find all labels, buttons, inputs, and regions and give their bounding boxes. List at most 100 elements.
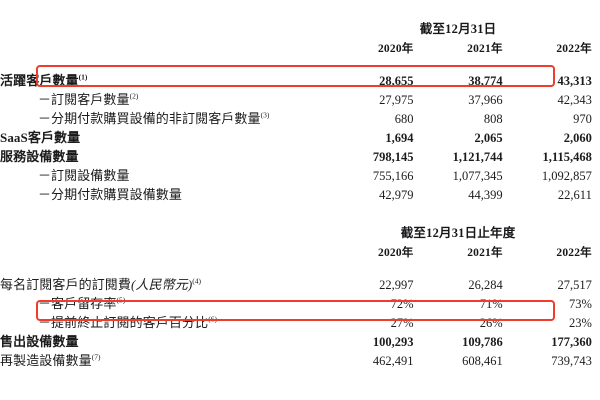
table-row-devices-sold: 售出設備數量 100,293 109,786 177,360 xyxy=(0,331,600,350)
row-label-serviced-devices: 服務設備數量 xyxy=(0,146,324,165)
table-row-active-customers: 活躍客戶數量(1) 28,655 38,774 43,313 xyxy=(0,70,600,89)
spacer-cell xyxy=(0,241,324,260)
cell-2020: 680 xyxy=(394,112,414,126)
cell-2020: 42,979 xyxy=(379,188,414,202)
column-header-2020: 2020年 xyxy=(377,43,414,55)
cell-2020: 22,997 xyxy=(379,278,414,292)
footnote-marker: (2) xyxy=(129,91,139,101)
cell-2021: 26,284 xyxy=(468,278,503,292)
row-label-text: 分期付款購買設備的非訂閱客戶數量 xyxy=(51,111,261,126)
row-label-text: 提前終止訂閱的客戶百分比 xyxy=(51,315,209,330)
dash-marker: － xyxy=(38,111,52,126)
header-body-spacer xyxy=(0,260,600,274)
cell-2020: 1,694 xyxy=(385,131,414,145)
cell-2021: 808 xyxy=(483,112,503,126)
row-label-remanufactured-devices: 再製造設備數量(7) xyxy=(0,350,324,369)
spacer-cell xyxy=(592,37,600,56)
row-label-subscription-devices: －訂閱設備數量 xyxy=(0,165,324,184)
dash-marker: － xyxy=(38,187,52,202)
footnote-marker: (4) xyxy=(192,276,202,286)
column-header-2022: 2022年 xyxy=(556,43,592,55)
dash-marker: － xyxy=(38,168,52,183)
period-header-row-top: 截至12月31日 xyxy=(0,18,600,37)
row-label-text: 服務設備數量 xyxy=(0,149,79,164)
table-row-installment-nonsub-customers: －分期付款購買設備的非訂閱客戶數量(3) 680 808 970 xyxy=(0,108,600,127)
cell-2021: 37,966 xyxy=(468,93,503,107)
table-row-serviced-devices: 服務設備數量 798,145 1,121,744 1,115,468 xyxy=(0,146,600,165)
cell-2020: 27,975 xyxy=(379,93,414,107)
row-label-text: 每名訂閱客戶的訂閱費 xyxy=(0,277,132,292)
dash-marker: － xyxy=(38,315,52,330)
cell-2022: 970 xyxy=(573,112,592,126)
header-body-spacer xyxy=(0,56,600,70)
table-row-installment-devices: －分期付款購買設備數量 42,979 44,399 22,611 xyxy=(0,184,600,203)
cell-2022: 1,092,857 xyxy=(541,169,592,183)
operating-metrics-table-top: 截至12月31日 2020年 2021年 2022年 活躍客戶數量(1) 28,… xyxy=(0,18,600,203)
row-label-customer-retention-rate: －客戶留存率(5) xyxy=(0,293,324,312)
cell-2021: 1,077,345 xyxy=(452,169,503,183)
period-header-top: 截至12月31日 xyxy=(419,22,497,36)
row-label-subscription-customers: －訂閱客戶數量(2) xyxy=(0,89,324,108)
table-row-customer-retention-rate: －客戶留存率(5) 72% 71% 73% xyxy=(0,293,600,312)
cell-2022: 739,743 xyxy=(551,354,592,368)
cell-2021: 608,461 xyxy=(462,354,503,368)
row-label-text: 訂閱設備數量 xyxy=(51,168,130,183)
cell-2022: 43,313 xyxy=(557,74,592,88)
footnote-marker: (1) xyxy=(78,72,88,82)
row-label-text: 分期付款購買設備數量 xyxy=(51,187,183,202)
table-row-subscription-fee-per-customer: 每名訂閱客戶的訂閱費(人民幣元)(4) 22,997 26,284 27,517 xyxy=(0,274,600,293)
row-label-text: 訂閱客戶數量 xyxy=(51,92,130,107)
period-header-row-bottom: 截至12月31日止年度 xyxy=(0,222,600,241)
cell-2022: 73% xyxy=(568,297,592,311)
row-label-text: 售出設備數量 xyxy=(0,334,79,349)
cell-2022: 22,611 xyxy=(557,188,592,202)
row-label-devices-sold: 售出設備數量 xyxy=(0,331,324,350)
table-row-early-termination-percentage: －提前終止訂閱的客戶百分比(6) 27% 26% 23% xyxy=(0,312,600,331)
column-header-2021: 2021年 xyxy=(467,43,503,55)
spacer-cell xyxy=(592,18,600,37)
cell-2020: 798,145 xyxy=(372,150,414,164)
spacer-cell xyxy=(0,37,324,56)
cell-2022: 23% xyxy=(568,316,592,330)
row-label-subscription-fee-per-customer: 每名訂閱客戶的訂閱費(人民幣元)(4) xyxy=(0,274,324,293)
cell-2022: 27,517 xyxy=(557,278,592,292)
row-label-text: 再製造設備數量 xyxy=(0,353,92,368)
row-label-text: 客戶留存率 xyxy=(51,296,117,311)
cell-2020: 100,293 xyxy=(372,335,414,349)
cell-2022: 2,060 xyxy=(563,131,592,145)
dash-marker: － xyxy=(38,296,52,311)
year-header-row-top: 2020年 2021年 2022年 xyxy=(0,37,600,56)
period-header-bottom: 截至12月31日止年度 xyxy=(400,226,516,240)
row-label-text: SaaS客戶數量 xyxy=(0,130,81,145)
cell-2021: 2,065 xyxy=(474,131,503,145)
cell-2021: 26% xyxy=(479,316,503,330)
table-row-remanufactured-devices: 再製造設備數量(7) 462,491 608,461 739,743 xyxy=(0,350,600,369)
cell-2020: 72% xyxy=(390,297,414,311)
cell-2021: 109,786 xyxy=(462,335,503,349)
spacer-cell xyxy=(592,241,600,260)
spacer-cell xyxy=(0,222,324,241)
column-header-2020: 2020年 xyxy=(378,247,414,259)
table-row-subscription-devices: －訂閱設備數量 755,166 1,077,345 1,092,857 xyxy=(0,165,600,184)
cell-2020: 27% xyxy=(390,316,414,330)
cell-2021: 1,121,744 xyxy=(452,150,503,164)
row-label-active-customers: 活躍客戶數量(1) xyxy=(0,70,324,89)
spacer-cell xyxy=(592,222,600,241)
row-label-installment-devices: －分期付款購買設備數量 xyxy=(0,184,324,203)
operating-metrics-table-bottom: 截至12月31日止年度 2020年 2021年 2022年 每名訂閱客戶的訂閱費… xyxy=(0,222,600,369)
cell-2022: 1,115,468 xyxy=(542,150,592,164)
row-label-saas-customers: SaaS客戶數量 xyxy=(0,127,324,146)
cell-2021: 38,774 xyxy=(468,74,503,88)
cell-2021: 44,399 xyxy=(468,188,503,202)
cell-2020: 462,491 xyxy=(372,354,414,368)
cell-2020: 755,166 xyxy=(372,169,414,183)
table-row-saas-customers: SaaS客戶數量 1,694 2,065 2,060 xyxy=(0,127,600,146)
dash-marker: － xyxy=(38,92,52,107)
row-label-text: 活躍客戶數量 xyxy=(0,73,79,88)
table-row-subscription-customers: －訂閱客戶數量(2) 27,975 37,966 42,343 xyxy=(0,89,600,108)
footnote-marker: (3) xyxy=(260,110,270,120)
cell-2020: 28,655 xyxy=(379,74,414,88)
spacer-cell xyxy=(0,18,324,37)
row-label-early-termination-percentage: －提前終止訂閱的客戶百分比(6) xyxy=(0,312,324,331)
